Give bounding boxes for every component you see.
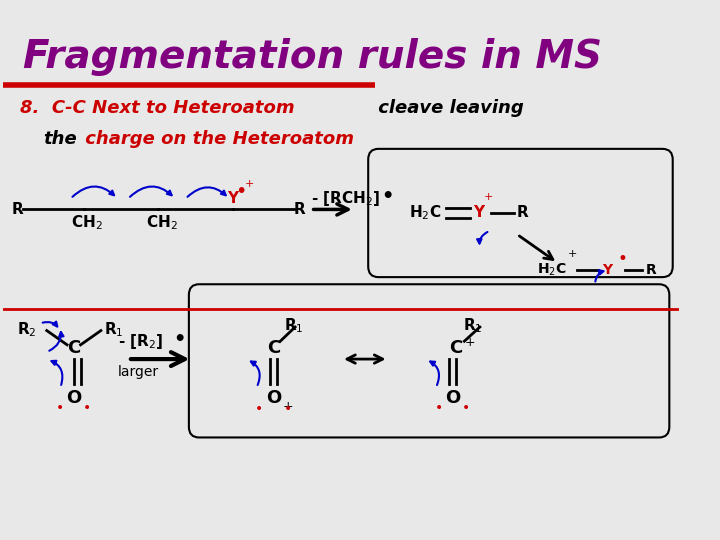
Text: Y: Y — [473, 206, 485, 220]
Text: •: • — [235, 182, 247, 201]
Text: R$_1$: R$_1$ — [104, 320, 124, 339]
Text: - [RCH$_2$]: - [RCH$_2$] — [310, 189, 380, 208]
FancyBboxPatch shape — [189, 284, 670, 437]
Text: •: • — [56, 401, 64, 415]
FancyArrowPatch shape — [251, 361, 260, 385]
Text: charge on the Heteroatom: charge on the Heteroatom — [78, 130, 354, 147]
Text: C: C — [267, 339, 280, 357]
Text: 8.  C-C Next to Heteroatom: 8. C-C Next to Heteroatom — [19, 99, 294, 117]
Text: +: + — [464, 336, 475, 349]
FancyArrowPatch shape — [49, 332, 63, 351]
Text: +: + — [283, 400, 294, 413]
FancyArrowPatch shape — [187, 187, 226, 197]
Text: CH$_2$: CH$_2$ — [71, 213, 103, 232]
Text: •: • — [174, 329, 186, 349]
FancyArrowPatch shape — [595, 270, 603, 281]
Text: C: C — [67, 339, 81, 357]
Text: H$_2$C: H$_2$C — [537, 262, 567, 278]
Text: C: C — [449, 339, 463, 357]
Text: R$_2$: R$_2$ — [17, 320, 37, 339]
Text: - [R$_2$]: - [R$_2$] — [118, 332, 163, 351]
FancyArrowPatch shape — [73, 186, 114, 197]
Text: O: O — [445, 389, 460, 407]
Text: +: + — [245, 179, 254, 190]
Text: Y: Y — [602, 263, 612, 277]
FancyArrowPatch shape — [477, 232, 487, 244]
Text: •: • — [382, 187, 394, 206]
Text: O: O — [266, 389, 281, 407]
FancyBboxPatch shape — [368, 149, 672, 277]
Text: •: • — [284, 402, 292, 416]
Text: larger: larger — [117, 365, 158, 379]
Text: R: R — [294, 202, 305, 217]
Text: •: • — [462, 401, 470, 415]
Text: R: R — [646, 263, 657, 277]
Text: •: • — [617, 251, 627, 268]
FancyArrowPatch shape — [52, 361, 63, 385]
Text: CH$_2$: CH$_2$ — [146, 213, 178, 232]
Text: Y: Y — [228, 191, 238, 206]
Text: cleave leaving: cleave leaving — [372, 99, 523, 117]
Text: •: • — [435, 401, 444, 415]
Text: the: the — [43, 130, 77, 147]
Text: O: O — [66, 389, 81, 407]
Text: Fragmentation rules in MS: Fragmentation rules in MS — [23, 38, 602, 76]
Text: •: • — [84, 401, 91, 415]
FancyArrowPatch shape — [42, 322, 58, 327]
Text: R: R — [517, 206, 528, 220]
Text: R: R — [12, 202, 23, 217]
Text: H$_2$C: H$_2$C — [409, 204, 441, 222]
Text: +: + — [484, 192, 493, 202]
Text: +: + — [568, 249, 577, 259]
Text: R$_1$: R$_1$ — [284, 316, 303, 335]
Text: R$_1$: R$_1$ — [463, 316, 482, 335]
FancyArrowPatch shape — [431, 361, 439, 385]
FancyArrowPatch shape — [130, 186, 171, 197]
Text: •: • — [254, 402, 263, 416]
